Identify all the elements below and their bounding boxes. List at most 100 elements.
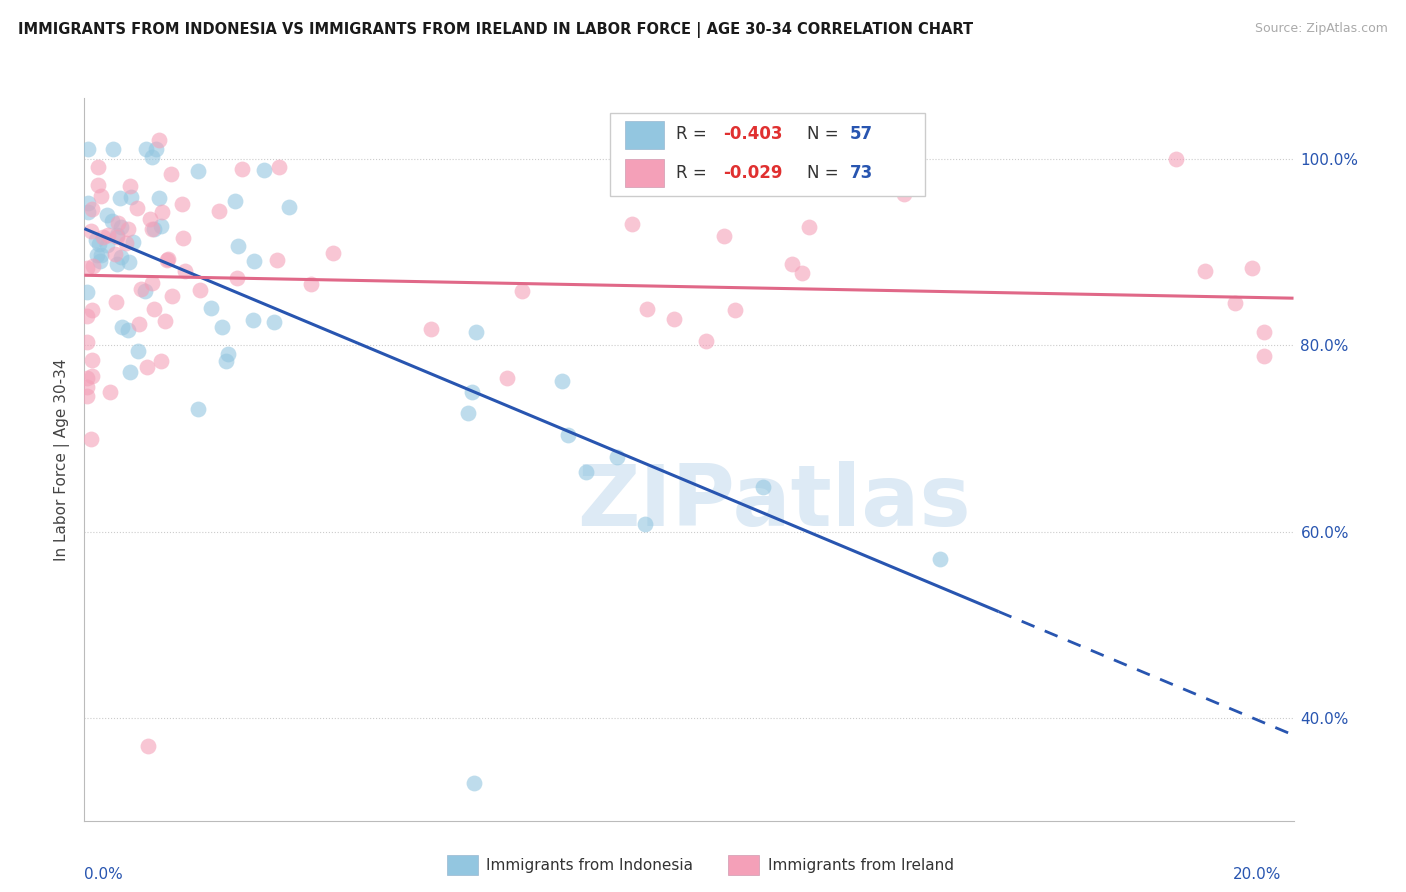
Point: [1194, 263, 1216, 277]
Point: [142, 221, 165, 235]
Point: [148, 190, 170, 204]
Point: [419, 321, 441, 335]
Point: [120, 190, 142, 204]
Point: [77, 196, 100, 211]
Point: [551, 375, 574, 389]
Point: [118, 365, 141, 379]
Point: [80, 353, 103, 368]
Point: [713, 229, 735, 244]
Bar: [624, 160, 664, 187]
Point: [111, 319, 134, 334]
Y-axis label: In Labor Force | Age 30-34: In Labor Force | Age 30-34: [55, 358, 70, 561]
Point: [110, 191, 132, 205]
Text: Source: ZipAtlas.com: Source: ZipAtlas.com: [1254, 22, 1388, 36]
Point: [780, 257, 803, 271]
Point: [188, 283, 211, 297]
Point: [80, 369, 103, 384]
Point: [105, 228, 128, 243]
Point: [141, 149, 163, 163]
Point: [557, 428, 579, 442]
Point: [97, 228, 120, 243]
Point: [84, 233, 107, 247]
Point: [392, 822, 415, 837]
Point: [575, 465, 598, 479]
Point: [104, 247, 127, 261]
Point: [80, 202, 103, 216]
FancyBboxPatch shape: [610, 112, 925, 195]
Text: Immigrants from Ireland: Immigrants from Ireland: [768, 858, 953, 872]
Point: [186, 164, 208, 178]
Point: [790, 267, 813, 281]
Point: [278, 201, 301, 215]
Point: [664, 312, 686, 326]
Point: [105, 230, 128, 244]
Point: [77, 205, 100, 219]
Point: [136, 359, 159, 374]
Point: [105, 257, 128, 271]
Point: [76, 370, 98, 384]
Point: [464, 325, 486, 339]
Point: [117, 222, 139, 236]
Point: [76, 380, 98, 394]
Point: [82, 259, 104, 273]
Point: [231, 161, 253, 176]
Point: [122, 235, 145, 249]
Point: [76, 285, 98, 299]
Point: [107, 216, 129, 230]
Point: [1241, 261, 1264, 276]
Point: [1164, 152, 1187, 166]
Point: [159, 167, 181, 181]
Point: [145, 142, 167, 156]
Point: [110, 251, 132, 265]
Point: [150, 205, 173, 219]
Point: [797, 220, 820, 235]
Point: [1223, 296, 1246, 310]
Point: [117, 323, 139, 337]
Point: [101, 142, 124, 156]
Point: [153, 314, 176, 328]
Text: 73: 73: [849, 163, 873, 181]
Point: [217, 346, 239, 360]
Point: [128, 318, 150, 332]
Point: [104, 295, 127, 310]
Point: [125, 201, 148, 215]
Point: [127, 344, 149, 359]
Point: [496, 371, 519, 385]
Point: [1253, 349, 1275, 363]
Text: ZIPatlas: ZIPatlas: [576, 461, 970, 544]
Text: -0.403: -0.403: [723, 125, 782, 144]
Point: [463, 776, 485, 790]
Point: [89, 254, 111, 268]
Point: [457, 406, 479, 420]
Point: [173, 264, 195, 278]
Point: [269, 160, 291, 174]
Point: [118, 179, 141, 194]
Point: [695, 334, 717, 348]
Text: Immigrants from Indonesia: Immigrants from Indonesia: [486, 858, 693, 872]
Point: [253, 163, 276, 178]
Point: [134, 142, 156, 156]
Point: [134, 284, 156, 298]
Text: R =: R =: [676, 125, 711, 144]
Point: [751, 479, 773, 493]
Point: [228, 239, 250, 253]
Point: [136, 739, 159, 753]
Point: [76, 309, 98, 323]
Point: [150, 219, 173, 233]
Point: [100, 214, 122, 228]
Point: [266, 253, 288, 268]
Point: [96, 237, 118, 252]
Text: -0.029: -0.029: [723, 163, 782, 181]
Point: [96, 208, 118, 222]
Point: [634, 516, 657, 531]
Point: [299, 277, 322, 292]
Text: 0.0%: 0.0%: [84, 867, 124, 882]
Point: [87, 178, 110, 193]
Point: [460, 384, 482, 399]
Point: [170, 196, 193, 211]
Point: [76, 334, 98, 349]
Point: [1253, 325, 1275, 339]
Point: [80, 432, 103, 446]
Point: [156, 252, 179, 266]
Point: [263, 315, 285, 329]
